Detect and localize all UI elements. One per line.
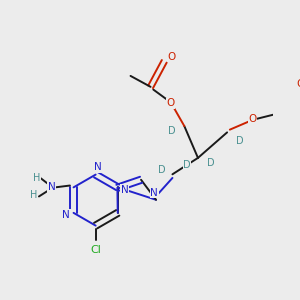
Text: O: O (248, 114, 257, 124)
Text: N: N (121, 185, 128, 195)
Text: D: D (183, 160, 191, 170)
Text: O: O (297, 79, 300, 89)
Text: D: D (168, 126, 176, 136)
Text: D: D (236, 136, 244, 146)
Text: H: H (33, 173, 41, 183)
Text: O: O (167, 52, 176, 62)
Text: O: O (167, 98, 175, 108)
Text: Cl: Cl (90, 245, 101, 255)
Text: N: N (94, 162, 101, 172)
Text: D: D (207, 158, 214, 168)
Text: N: N (48, 182, 56, 192)
Text: N: N (62, 210, 70, 220)
Text: N: N (150, 188, 158, 197)
Text: H: H (30, 190, 37, 200)
Text: D: D (158, 165, 165, 175)
